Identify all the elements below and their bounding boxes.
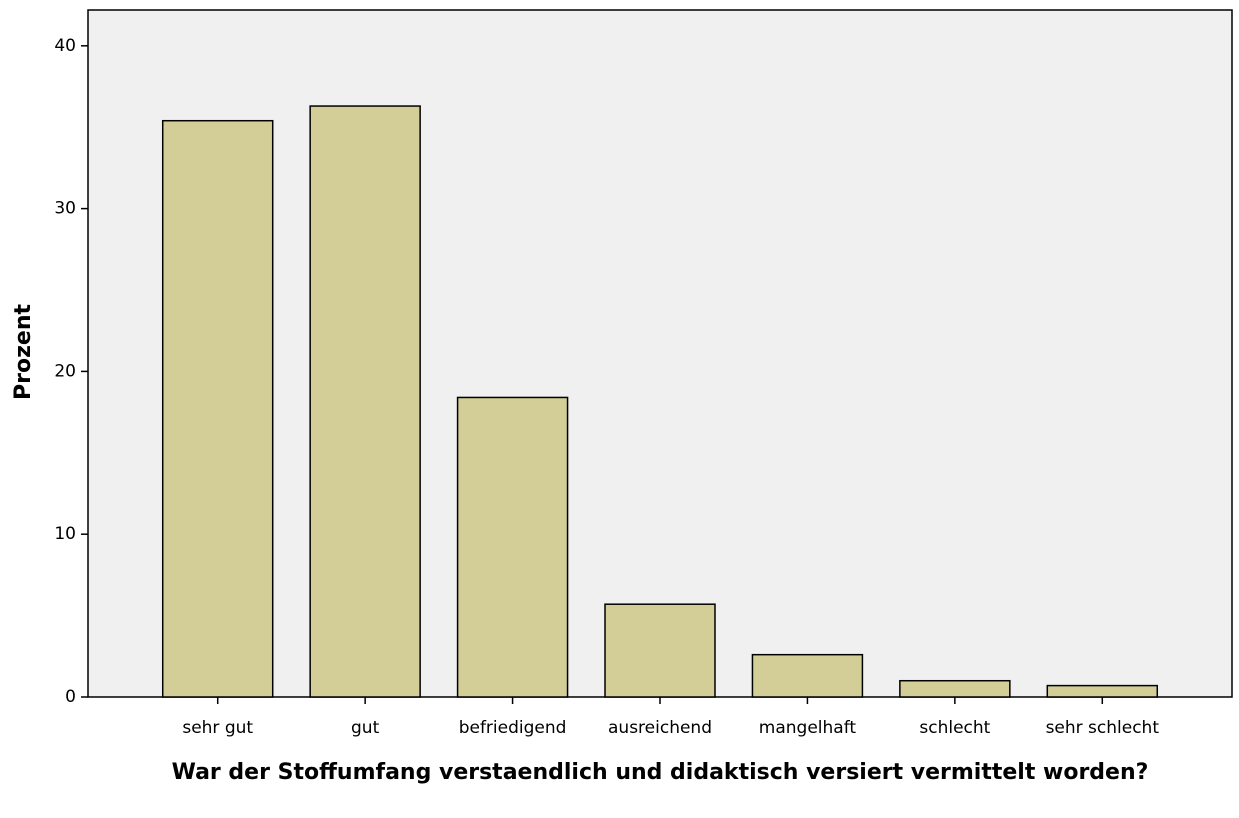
bar (604, 603, 716, 698)
y-axis-label: Prozent (11, 304, 36, 400)
x-tick-label: mangelhaft (759, 718, 857, 738)
y-tick-label: 40 (54, 36, 76, 56)
bar (161, 119, 274, 698)
y-tick-label: 0 (65, 687, 76, 707)
x-tick-label: gut (351, 718, 380, 738)
x-tick-label: ausreichend (608, 718, 712, 738)
bar (309, 105, 421, 698)
x-tick-label: schlecht (919, 718, 990, 738)
y-tick-label: 10 (54, 524, 76, 544)
x-tick-label: sehr gut (182, 718, 253, 738)
x-axis-label: War der Stoffumfang verstaendlich und di… (171, 760, 1149, 785)
x-tick-label: befriedigend (459, 718, 567, 738)
bar (751, 653, 864, 698)
y-tick-label: 20 (54, 361, 76, 381)
plot-area (87, 9, 1233, 698)
bar (899, 679, 1011, 698)
bar (1046, 684, 1159, 698)
x-tick-label: sehr schlecht (1046, 718, 1160, 738)
y-tick-label: 30 (54, 199, 76, 219)
bar (456, 396, 569, 698)
